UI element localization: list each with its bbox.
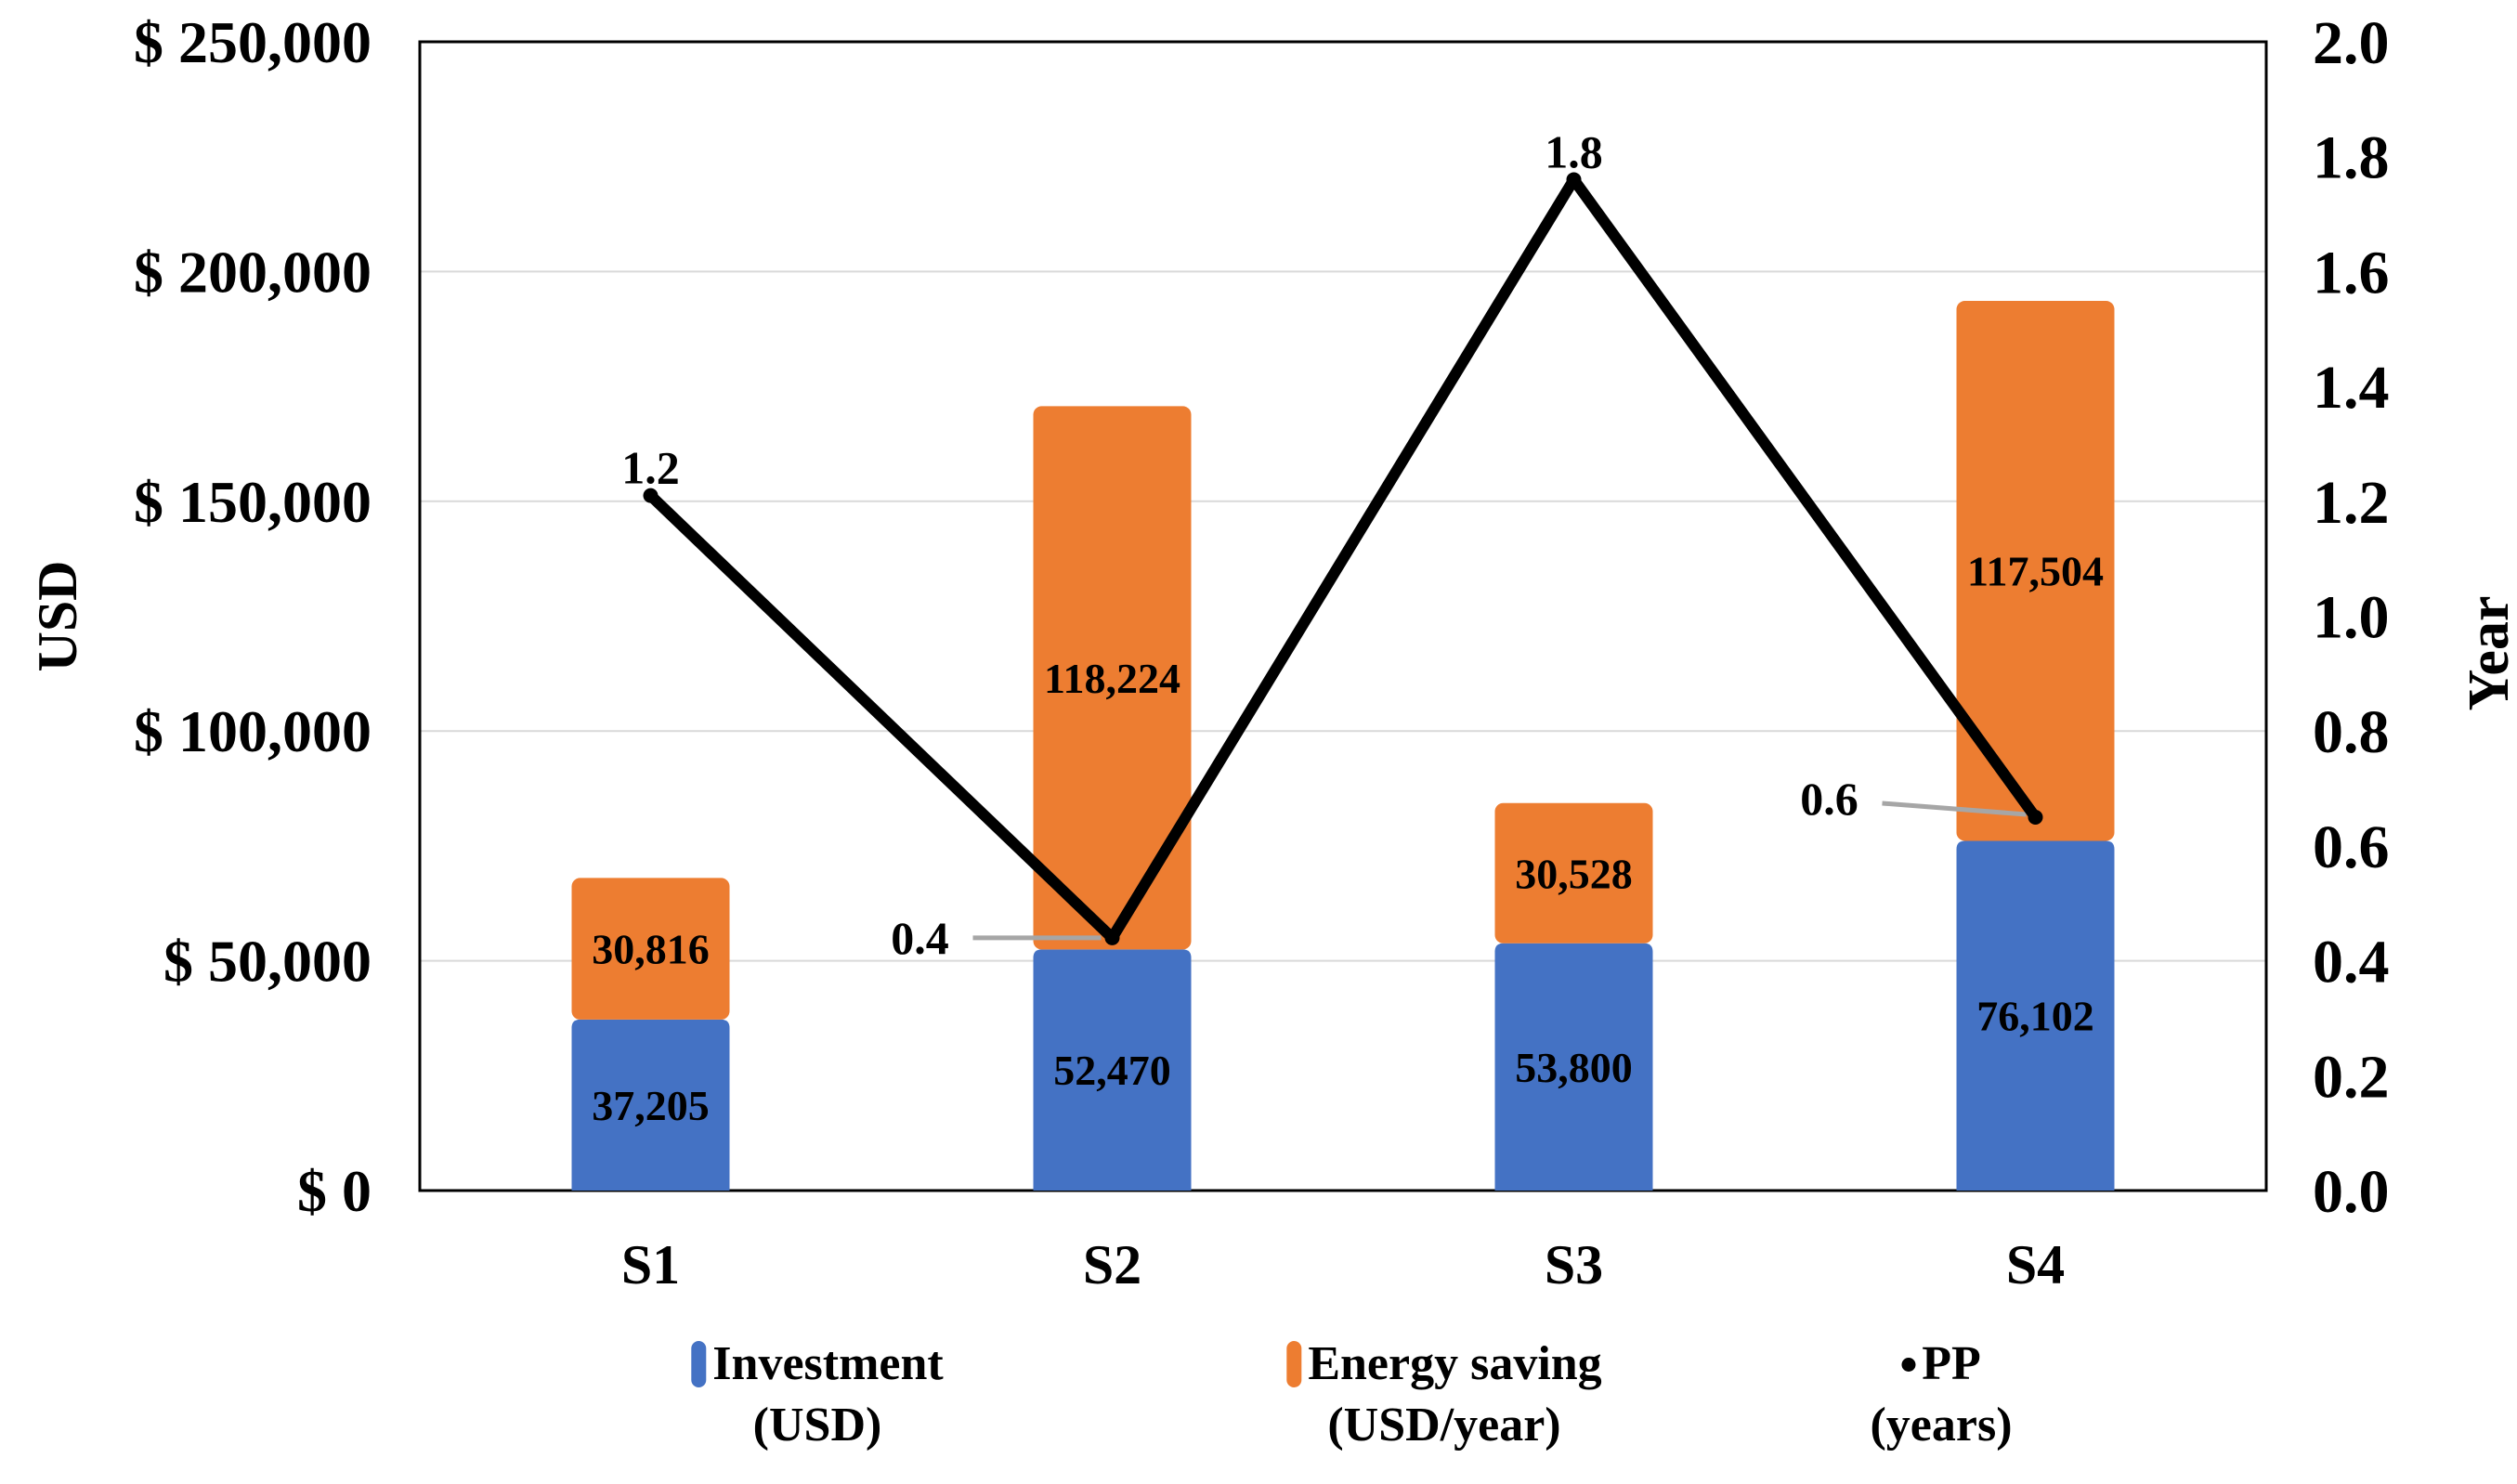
left-axis-tick-label: $ 250,000: [134, 9, 372, 75]
investment-swatch-icon: [691, 1341, 707, 1387]
pp-marker-icon: [1901, 1357, 1916, 1372]
left-axis-tick-label: $ 200,000: [134, 239, 372, 305]
legend-label-energy-saving: Energy saving: [1308, 1337, 1602, 1390]
investment-bar-segment: [571, 1019, 730, 1191]
left-axis-tick-label: $ 50,000: [163, 929, 372, 995]
left-axis-title: USD: [27, 560, 88, 671]
category-label: S3: [1545, 1234, 1603, 1295]
right-axis-tick-label: 1.2: [2313, 469, 2390, 537]
investment-bar-value-label: 53,800: [1515, 1044, 1633, 1091]
left-axis-tick-label: $ 0: [297, 1158, 372, 1224]
pp-value-label: 1.8: [1545, 125, 1603, 177]
energy-saving-bar-segment: [1956, 301, 2115, 841]
investment-bar-segment: [1033, 949, 1192, 1191]
energy-saving-bar-value-label: 30,816: [592, 926, 710, 973]
energy-saving-bar-value-label: 118,224: [1044, 655, 1180, 702]
pp-value-label: 1.2: [621, 442, 680, 494]
category-label: S2: [1083, 1234, 1141, 1295]
right-axis-tick-label: 1.8: [2313, 124, 2390, 192]
legend-label-investment: Investment: [712, 1337, 944, 1390]
legend-label-energy-saving-unit: (USD/year): [1327, 1399, 1561, 1451]
right-axis-title: Year: [2458, 596, 2517, 711]
legend-line1: Investment: [691, 1334, 944, 1395]
right-axis-tick-label: 1.6: [2313, 239, 2390, 306]
legend-line1: PP: [1901, 1334, 1981, 1395]
legend-item-investment: Investment (USD): [691, 1334, 944, 1456]
legend-label-pp-unit: (years): [1870, 1399, 2013, 1451]
legend-item-energy-saving: Energy saving (USD/year): [1286, 1334, 1602, 1456]
pp-value-label: 0.6: [1800, 773, 1858, 825]
pp-value-label: 0.4: [891, 912, 949, 964]
pp-line-marker: [2028, 809, 2043, 825]
investment-bar-segment: [1956, 840, 2115, 1191]
pp-line-marker: [1104, 930, 1120, 945]
energy-saving-bar-segment: [571, 878, 730, 1020]
chart-legend: Investment (USD) Energy saving (USD/year…: [0, 1334, 2517, 1473]
energy-saving-swatch-icon: [1286, 1341, 1302, 1387]
left-axis-tick-label: $ 150,000: [134, 469, 372, 535]
energy-saving-bar-value-label: 117,504: [1967, 548, 2104, 595]
right-axis-tick-label: 0.2: [2313, 1043, 2390, 1111]
right-axis-tick-label: 0.6: [2313, 814, 2390, 881]
right-axis-tick-label: 2.0: [2313, 9, 2390, 77]
legend-label-investment-unit: (USD): [752, 1399, 882, 1451]
left-axis-tick-label: $ 100,000: [134, 698, 372, 764]
energy-saving-bar-segment: [1494, 802, 1653, 944]
right-axis-tick-label: 0.8: [2313, 698, 2390, 766]
investment-bar-value-label: 37,205: [592, 1082, 710, 1129]
pp-line-marker: [1566, 172, 1582, 188]
category-label: S1: [621, 1234, 680, 1295]
right-axis-tick-label: 1.4: [2313, 354, 2390, 422]
plot-border: [418, 40, 2268, 1192]
pp-line: [645, 174, 2041, 944]
right-axis-tick-label: 0.4: [2313, 929, 2390, 996]
legend-label-pp: PP: [1922, 1337, 1981, 1390]
investment-bar-segment: [1494, 943, 1653, 1191]
energy-saving-bar-value-label: 30,528: [1515, 850, 1633, 897]
category-label: S4: [2006, 1234, 2065, 1295]
energy-saving-bar-segment: [1033, 406, 1192, 950]
pp-line-marker: [643, 488, 659, 503]
investment-bar-value-label: 76,102: [1976, 993, 2094, 1040]
pp-label-leader-line: [1882, 801, 2027, 817]
right-axis-tick-label: 1.0: [2313, 584, 2390, 652]
legend-item-pp: PP (years): [1870, 1334, 2012, 1456]
investment-bar-value-label: 52,470: [1053, 1047, 1171, 1094]
right-axis-tick-label: 0.0: [2313, 1158, 2390, 1226]
legend-line1: Energy saving: [1286, 1334, 1602, 1395]
